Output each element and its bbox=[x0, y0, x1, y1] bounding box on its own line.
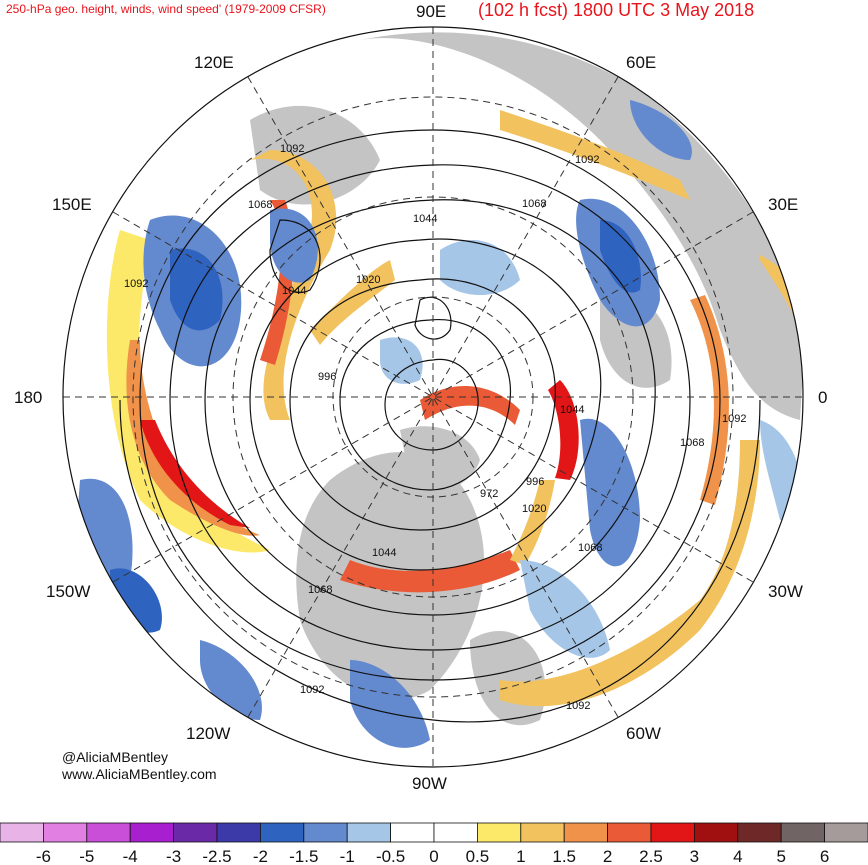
polar-map: 1092 1068 1044 1020 996 972 1044 1068 10… bbox=[14, 2, 827, 793]
contour-label: 1044 bbox=[413, 213, 437, 225]
colorbar-swatch bbox=[650, 822, 695, 843]
lon-label-90e: 90E bbox=[416, 2, 446, 21]
colorbar-tick-label: -5 bbox=[79, 847, 94, 865]
colorbar: -6 -5 -4 -3 -2.5 -2 -1.5 -1 -0.5 0 0.5 1 1.5 2 2.5 3 4 5 6 bbox=[0, 822, 868, 865]
credit-handle: @AliciaMBentley bbox=[62, 749, 169, 765]
colorbar-swatch bbox=[390, 822, 435, 843]
lon-label-150e: 150E bbox=[52, 195, 92, 214]
contour-label: 1020 bbox=[356, 274, 380, 286]
lon-label-120w: 120W bbox=[186, 724, 230, 743]
colorbar-tick-label: 1.5 bbox=[552, 847, 576, 865]
colorbar-swatch bbox=[780, 822, 826, 843]
colorbar-swatch bbox=[563, 822, 609, 843]
colorbar-swatches bbox=[0, 822, 868, 843]
colorbar-tick-label: 2 bbox=[603, 847, 612, 865]
colorbar-tick-label: -0.5 bbox=[376, 847, 405, 865]
lon-label-90w: 90W bbox=[412, 774, 447, 793]
contour-label: 1044 bbox=[560, 404, 584, 416]
map-title-right: (102 h fcst) 1800 UTC 3 May 2018 bbox=[478, 0, 755, 20]
colorbar-tick-label: 1 bbox=[516, 847, 525, 865]
colorbar-tick-label: 0.5 bbox=[466, 847, 490, 865]
contour-label: 1092 bbox=[575, 154, 599, 166]
contour-label: 1068 bbox=[522, 198, 546, 210]
colorbar-swatch bbox=[259, 822, 305, 843]
map-disc bbox=[63, 27, 803, 767]
colorbar-tick-label: -6 bbox=[36, 847, 51, 865]
contour-label: 972 bbox=[480, 488, 498, 500]
colorbar-swatch bbox=[520, 822, 565, 843]
contour-label: 1092 bbox=[280, 143, 304, 155]
contour-label: 996 bbox=[318, 371, 336, 383]
colorbar-swatch bbox=[433, 822, 478, 843]
colorbar-swatch bbox=[346, 822, 392, 843]
contour-value-labels: 1092 1068 1044 1020 996 972 1044 1068 10… bbox=[124, 143, 746, 712]
contour-label: 996 bbox=[526, 476, 544, 488]
lon-label-180: 180 bbox=[14, 388, 42, 407]
colorbar-swatch bbox=[694, 822, 739, 843]
colorbar-swatch bbox=[86, 822, 131, 843]
contour-label: 1068 bbox=[248, 199, 272, 211]
colorbar-swatch bbox=[824, 822, 868, 843]
contour-label: 1044 bbox=[282, 285, 306, 297]
contour-label: 1092 bbox=[566, 700, 590, 712]
contour-label: 1092 bbox=[722, 413, 746, 425]
colorbar-swatch bbox=[0, 822, 44, 843]
contour-label: 1020 bbox=[522, 503, 546, 515]
graticule bbox=[63, 27, 803, 767]
contour-label: 1044 bbox=[372, 547, 396, 559]
colorbar-tick-label: 2.5 bbox=[639, 847, 663, 865]
longitude-labels: 90E 60E 30E 0 30W 60W 90W 120W 150W 180 … bbox=[14, 2, 827, 793]
colorbar-swatch bbox=[43, 822, 88, 843]
colorbar-swatch bbox=[173, 822, 218, 843]
colorbar-swatch bbox=[216, 822, 261, 843]
contour-label: 1092 bbox=[300, 684, 324, 696]
colorbar-tick-label: 5 bbox=[776, 847, 785, 865]
colorbar-swatch bbox=[303, 822, 348, 843]
colorbar-tick-label: 0 bbox=[429, 847, 438, 865]
colorbar-tick-label: -1 bbox=[340, 847, 355, 865]
colorbar-tick-label: -2 bbox=[253, 847, 268, 865]
contour-label: 1068 bbox=[308, 584, 332, 596]
contour-label: 1068 bbox=[680, 437, 704, 449]
lon-label-30w: 30W bbox=[768, 582, 803, 601]
positive-anomalies bbox=[106, 110, 803, 707]
colorbar-tick-label: -1.5 bbox=[289, 847, 318, 865]
map-border bbox=[62, 26, 804, 768]
colorbar-tick-label: -2.5 bbox=[202, 847, 231, 865]
credit-website: www.AliciaMBentley.com bbox=[62, 766, 217, 782]
colorbar-tick-label: -3 bbox=[166, 847, 181, 865]
colorbar-swatch bbox=[476, 822, 522, 843]
lon-label-60w: 60W bbox=[626, 724, 661, 743]
negative-anomalies bbox=[75, 100, 803, 748]
colorbar-labels: -6 -5 -4 -3 -2.5 -2 -1.5 -1 -0.5 0 0.5 1 1.5 2 2.5 3 4 5 6 bbox=[36, 847, 829, 865]
lon-label-120e: 120E bbox=[194, 53, 234, 72]
lon-label-0: 0 bbox=[818, 388, 827, 407]
lon-label-30e: 30E bbox=[768, 195, 798, 214]
colorbar-tick-label: 3 bbox=[690, 847, 699, 865]
contour-label: 1068 bbox=[578, 542, 602, 554]
colorbar-swatch bbox=[607, 822, 652, 843]
lon-label-150w: 150W bbox=[46, 582, 90, 601]
colorbar-swatch bbox=[129, 822, 174, 843]
lon-label-60e: 60E bbox=[626, 53, 656, 72]
colorbar-tick-label: 4 bbox=[733, 847, 742, 865]
contour-label: 1092 bbox=[124, 278, 148, 290]
colorbar-swatch bbox=[737, 822, 782, 843]
map-title-left: 250-hPa geo. height, winds, wind speed' … bbox=[6, 2, 326, 16]
colorbar-tick-label: -4 bbox=[123, 847, 138, 865]
colorbar-tick-label: 6 bbox=[820, 847, 829, 865]
